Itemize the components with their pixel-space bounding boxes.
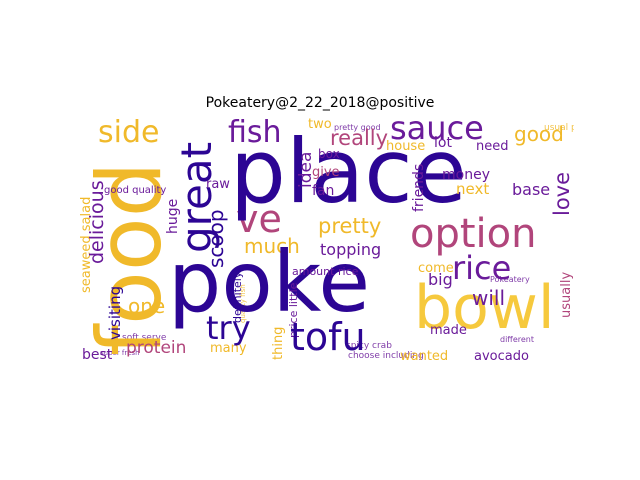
word: option bbox=[410, 211, 537, 257]
word: tofu bbox=[290, 315, 366, 359]
word: lot bbox=[434, 135, 452, 151]
word: thing bbox=[271, 326, 286, 360]
word: made bbox=[430, 323, 467, 338]
word: rice bbox=[452, 249, 512, 287]
word: different bbox=[500, 335, 534, 344]
word: raw bbox=[206, 177, 230, 192]
word: really bbox=[330, 126, 389, 150]
word: best bbox=[82, 347, 113, 363]
word: amount rice bbox=[292, 265, 359, 278]
word: soft serve bbox=[122, 333, 167, 343]
word: protein bbox=[126, 338, 187, 358]
word: many bbox=[210, 341, 247, 356]
word: much bbox=[244, 234, 300, 258]
word: choose including bbox=[348, 351, 424, 361]
word: visiting bbox=[106, 285, 124, 340]
word: will bbox=[472, 286, 506, 310]
word: big bbox=[428, 270, 453, 289]
word: spicy crab bbox=[346, 341, 392, 351]
word: usually bbox=[559, 271, 574, 318]
word: one bbox=[128, 294, 166, 318]
word: wanted bbox=[400, 349, 449, 364]
word: sauce bbox=[390, 118, 484, 147]
word: house bbox=[386, 139, 426, 154]
word: box bbox=[318, 147, 340, 161]
word: bowl bbox=[414, 273, 555, 343]
word: fan bbox=[312, 183, 335, 199]
word: Pokeatery bbox=[490, 275, 530, 284]
word: poke bbox=[168, 233, 371, 331]
word: try bbox=[206, 309, 251, 347]
word: base bbox=[512, 180, 551, 199]
word: need bbox=[476, 139, 509, 154]
chart-title: Pokeatery@2_22_2018@positive bbox=[205, 95, 435, 111]
word: super fresh bbox=[100, 349, 140, 357]
word: next bbox=[456, 180, 490, 198]
word: side bbox=[98, 118, 160, 150]
word: avocado bbox=[474, 349, 529, 364]
word: usual poke bbox=[544, 123, 574, 133]
word: fish bbox=[228, 118, 282, 150]
word: love bbox=[550, 171, 574, 216]
word: good bbox=[514, 122, 564, 146]
word: pretty bbox=[318, 214, 382, 238]
word-cloud: pretty good quality fish different Pokea… bbox=[80, 118, 574, 365]
word: give bbox=[312, 165, 340, 180]
word: come bbox=[418, 261, 454, 276]
word: money bbox=[442, 167, 490, 183]
word: friends bbox=[411, 163, 427, 212]
word: good quality bbox=[104, 185, 167, 196]
word: topping bbox=[320, 240, 382, 259]
word: place bbox=[230, 120, 467, 223]
word: ve bbox=[236, 197, 282, 241]
word: pretty good bbox=[334, 123, 381, 132]
word: two bbox=[308, 118, 332, 132]
